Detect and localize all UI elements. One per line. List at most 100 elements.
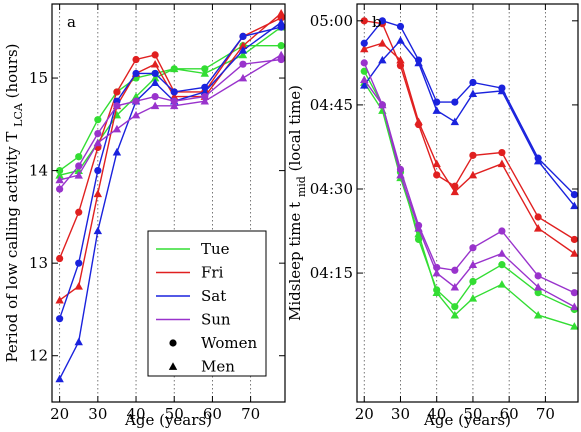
data-point-triangle: [450, 310, 460, 319]
y-tick-label: 14: [29, 162, 48, 180]
x-tick-label: 40: [126, 405, 145, 423]
series-sat-women: [56, 23, 285, 323]
data-point-circle: [451, 98, 459, 106]
data-point-circle: [201, 65, 209, 73]
y-tick-label: 05:00: [310, 12, 353, 30]
data-point-circle: [498, 148, 506, 157]
data-point-triangle: [112, 147, 122, 156]
data-point-circle: [498, 227, 506, 235]
data-point-triangle: [570, 322, 579, 330]
data-point-triangle: [432, 288, 441, 297]
data-point-triangle: [238, 46, 248, 54]
data-point-triangle: [55, 374, 64, 383]
data-point-triangle: [170, 101, 179, 110]
series-line: [58, 21, 282, 380]
data-point-circle: [201, 92, 209, 101]
data-point-circle: [396, 22, 405, 31]
x-tick-label: 30: [391, 405, 410, 423]
x-tick-label: 20: [355, 405, 374, 423]
data-point-triangle: [74, 282, 83, 290]
data-point-triangle: [533, 282, 543, 291]
data-point-triangle: [238, 73, 248, 82]
data-point-triangle: [497, 249, 507, 257]
legend-label: Tue: [201, 240, 230, 258]
data-point-triangle: [468, 170, 478, 179]
series-line: [59, 54, 282, 181]
data-point-circle: [534, 289, 542, 297]
data-point-circle: [132, 55, 140, 64]
y-axis-title-main: Period of low calling activity T: [3, 127, 21, 363]
data-point-triangle: [74, 337, 83, 346]
data-point-triangle: [93, 226, 103, 235]
data-point-triangle: [200, 87, 209, 96]
data-point-triangle: [533, 224, 543, 232]
data-point-triangle: [432, 268, 441, 277]
legend-label: Women: [201, 334, 258, 352]
data-point-circle: [75, 259, 83, 267]
x-tick-label: 50: [463, 405, 482, 423]
series-line: [58, 17, 282, 259]
data-point-circle: [570, 289, 578, 297]
data-point-triangle: [276, 18, 286, 26]
data-point-triangle: [497, 280, 507, 288]
data-point-circle: [75, 208, 83, 216]
data-point-circle: [469, 78, 477, 87]
data-point-circle: [75, 153, 83, 161]
series-line: [363, 62, 575, 294]
legend-item-sat: Sat: [156, 287, 226, 305]
x-tick-label: 70: [241, 405, 260, 423]
series-fri-men: [360, 39, 579, 257]
y-tick-label: 13: [29, 254, 48, 272]
data-point-triangle: [450, 117, 460, 126]
series-line: [363, 42, 575, 255]
data-point-circle: [469, 277, 477, 286]
data-point-circle: [570, 235, 578, 244]
data-point-triangle: [200, 96, 209, 105]
legend-item-sun: Sun: [156, 311, 231, 329]
y-axis-title-subscript: mid: [295, 176, 308, 197]
data-point-triangle: [450, 282, 460, 291]
data-point-circle: [433, 171, 441, 179]
data-point-triangle: [131, 110, 141, 119]
data-point-circle: [277, 42, 285, 50]
data-point-triangle: [112, 124, 122, 133]
y-tick-label: 04:45: [310, 96, 353, 114]
data-point-triangle: [93, 138, 103, 147]
data-point-circle: [360, 67, 368, 75]
data-point-triangle: [131, 92, 141, 100]
series-line: [58, 26, 282, 319]
data-point-circle: [498, 261, 506, 269]
x-tick-label: 40: [427, 405, 446, 423]
x-axis-title: Age (years): [423, 411, 511, 429]
data-point-circle: [151, 51, 159, 59]
data-point-circle: [469, 151, 477, 159]
legend-label: Sun: [201, 311, 231, 329]
data-point-triangle: [432, 159, 441, 168]
y-axis-title-subscript: LCA: [12, 102, 25, 127]
y-tick-label: 12: [29, 347, 48, 365]
series-line: [364, 20, 575, 240]
series-line: [363, 39, 575, 207]
data-point-triangle: [533, 310, 543, 319]
data-point-triangle: [360, 81, 369, 89]
data-point-triangle: [55, 175, 64, 184]
data-point-triangle: [150, 78, 160, 87]
data-point-triangle: [55, 171, 64, 179]
data-point-circle: [56, 167, 64, 175]
data-point-circle: [534, 272, 542, 280]
data-point-triangle: [497, 86, 507, 95]
x-tick-label: 70: [536, 405, 555, 423]
x-tick-label: 60: [203, 405, 222, 423]
data-point-triangle: [432, 106, 441, 114]
series-line: [59, 26, 282, 176]
y-axis-title: Period of low calling activity T LCA (ho…: [3, 43, 25, 362]
panel-label-a: a: [67, 13, 76, 31]
legend: Tue Fri Sat Sun Women Men: [147, 230, 267, 377]
legend-item-fri: Fri: [156, 264, 224, 282]
data-point-circle: [534, 213, 542, 221]
plot-frame: [356, 3, 579, 403]
data-point-circle: [56, 185, 64, 193]
series-sat-men: [55, 18, 286, 383]
data-point-triangle: [396, 36, 405, 44]
